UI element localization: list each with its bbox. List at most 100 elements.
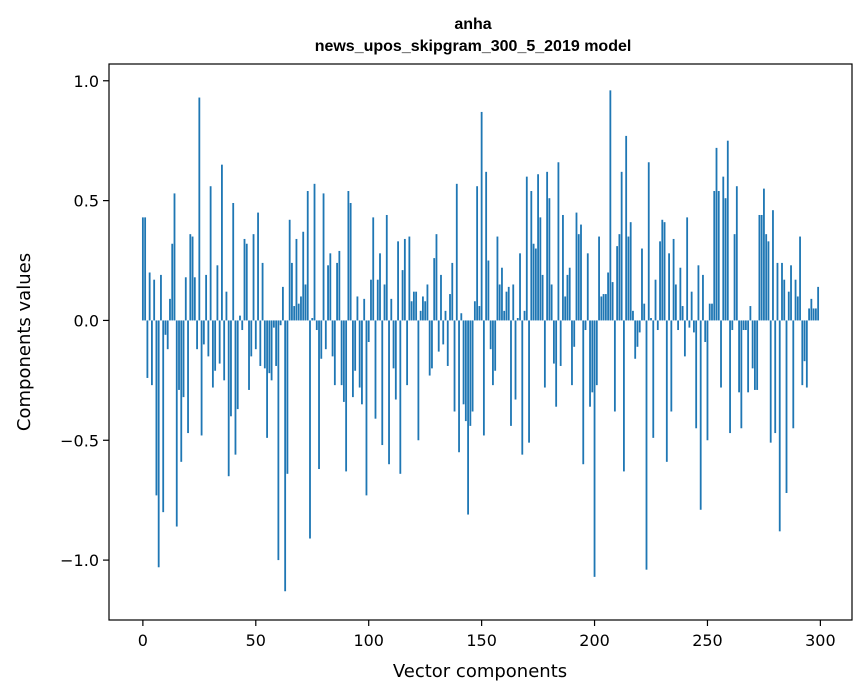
bar-286	[787, 291, 790, 321]
bar-129	[433, 258, 436, 321]
bar-109	[388, 320, 390, 465]
bar-266	[742, 320, 745, 331]
bar-38	[227, 320, 230, 477]
bar-244	[693, 320, 695, 333]
bar-197	[586, 253, 589, 321]
bar-235	[672, 238, 675, 321]
bar-187	[564, 296, 567, 321]
bar-84	[331, 320, 334, 357]
bar-268	[747, 320, 750, 393]
bar-94	[354, 320, 357, 371]
bar-140	[458, 320, 460, 453]
bar-214	[625, 135, 628, 321]
bar-232	[665, 320, 668, 462]
bar-82	[327, 265, 329, 321]
bar-239	[681, 306, 684, 321]
bar-240	[683, 320, 686, 357]
bar-265	[740, 320, 743, 429]
bar-181	[550, 284, 553, 321]
bar-152	[485, 171, 488, 321]
bar-83	[329, 253, 332, 321]
bar-29	[207, 320, 210, 357]
bar-67	[293, 306, 296, 321]
bar-76	[313, 183, 316, 321]
bar-98	[363, 298, 366, 321]
bar-257	[722, 176, 725, 321]
bar-298	[814, 308, 817, 321]
bar-196	[584, 320, 587, 331]
bar-216	[629, 222, 632, 321]
y-axis-label: Components values	[14, 253, 35, 431]
bar-234	[670, 320, 673, 412]
bar-97	[361, 320, 363, 405]
bar-79	[320, 320, 323, 359]
bar-20	[187, 320, 189, 434]
bar-55	[266, 320, 268, 438]
bar-86	[336, 262, 338, 321]
bar-120	[412, 291, 415, 321]
bar-18	[182, 320, 185, 398]
bar-290	[796, 296, 799, 321]
bar-10	[164, 320, 167, 335]
bar-176	[539, 217, 542, 321]
bar-191	[573, 320, 576, 347]
bar-126	[426, 284, 429, 321]
bar-81	[324, 320, 327, 350]
bar-160	[503, 310, 506, 321]
bar-68	[295, 238, 298, 321]
bar-100	[367, 320, 370, 342]
bar-34	[218, 320, 221, 364]
bar-251	[708, 303, 711, 321]
x-tick-label: 250	[692, 631, 723, 650]
bar-16	[178, 320, 180, 390]
bar-33	[216, 265, 219, 321]
bar-40	[232, 203, 235, 321]
bar-166	[516, 318, 519, 321]
bar-297	[812, 308, 815, 321]
bar-267	[744, 320, 747, 331]
bar-169	[523, 310, 526, 321]
bar-173	[532, 243, 535, 321]
bar-280	[774, 320, 777, 434]
bar-42	[236, 320, 239, 410]
x-axis-ticks: 0 50 100 150 200 250 300	[138, 620, 836, 650]
bar-22	[191, 236, 194, 321]
bar-125	[424, 301, 427, 321]
bar-225	[650, 318, 652, 321]
bar-145	[469, 320, 472, 426]
bar-279	[772, 210, 774, 321]
bar-224	[647, 162, 650, 321]
bar-167	[519, 253, 521, 321]
bar-119	[410, 301, 413, 321]
bar-227	[654, 279, 657, 321]
bar-164	[512, 284, 515, 321]
bar-91	[347, 191, 350, 321]
bar-128	[431, 320, 433, 369]
bar-135	[446, 320, 449, 366]
bar-124	[422, 296, 424, 321]
bar-158	[498, 284, 501, 321]
bar-136	[449, 294, 451, 321]
bar-159	[501, 267, 503, 321]
bar-155	[492, 320, 494, 386]
bar-165	[514, 320, 517, 400]
bar-171	[528, 320, 530, 443]
bar-92	[349, 203, 352, 321]
bar-95	[356, 296, 359, 321]
bar-212	[620, 171, 623, 321]
bar-245	[695, 320, 698, 429]
bar-131	[437, 320, 440, 352]
bar-134	[444, 310, 447, 321]
bar-90	[345, 320, 348, 472]
bar-283	[781, 262, 783, 321]
bar-14	[173, 193, 176, 321]
bar-179	[546, 171, 549, 321]
bar-93	[352, 320, 354, 398]
bar-207	[609, 90, 612, 321]
bar-45	[243, 238, 246, 321]
bar-21	[189, 234, 192, 321]
bar-65	[288, 219, 291, 321]
bar-19	[184, 277, 187, 321]
bar-41	[234, 320, 237, 455]
bar-36	[223, 320, 226, 381]
